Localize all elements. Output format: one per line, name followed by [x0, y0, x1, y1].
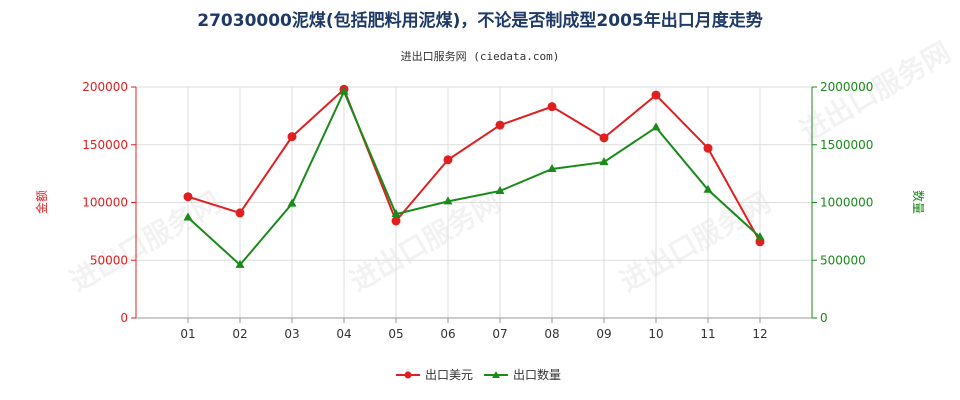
series-layer [183, 84, 765, 268]
x-tick-label: 01 [180, 327, 195, 341]
data-point-quantity[interactable] [287, 198, 297, 207]
data-point-quantity[interactable] [755, 232, 765, 241]
legend-marker-usd [404, 371, 412, 379]
x-tick-label: 08 [544, 327, 559, 341]
legend-label-usd: 出口美元 [425, 368, 473, 382]
x-tick-label: 12 [752, 327, 767, 341]
legend-label-quantity: 出口数量 [513, 367, 561, 382]
data-point-quantity[interactable] [599, 157, 609, 166]
data-point-usd[interactable] [495, 120, 505, 130]
data-point-usd[interactable] [547, 102, 557, 112]
x-tick-label: 10 [648, 327, 663, 341]
y-left-tick-label: 100000 [82, 196, 128, 210]
y-right-tick-label: 0 [820, 311, 828, 325]
y-right-tick-label: 1000000 [820, 196, 873, 210]
y-right-tick-label: 500000 [820, 253, 866, 267]
y-left-tick-label: 0 [120, 311, 128, 325]
legend-item-quantity[interactable]: 出口数量 [484, 367, 561, 382]
series-line-quantity [187, 89, 761, 267]
x-tick-label: 04 [336, 327, 351, 341]
y-left-tick-label: 50000 [90, 253, 128, 267]
y-left-tick-label: 200000 [82, 80, 128, 94]
axis-ticks: 0500001000001500002000000500000100000015… [82, 80, 873, 341]
data-point-usd[interactable] [443, 155, 453, 165]
chart-subtitle: 进出口服务网 (ciedata.com) [401, 49, 560, 63]
x-tick-label: 07 [492, 327, 507, 341]
data-point-usd[interactable] [183, 192, 193, 202]
y-right-axis-title: 数量 [911, 190, 926, 214]
chart-title: 27030000泥煤(包括肥料用泥煤)，不论是否制成型2005年出口月度走势 [197, 10, 762, 31]
x-tick-label: 02 [232, 327, 247, 341]
series-line-usd [187, 87, 761, 243]
data-point-usd[interactable] [651, 90, 661, 100]
x-tick-label: 03 [284, 327, 299, 341]
data-point-usd[interactable] [599, 133, 609, 143]
data-point-usd[interactable] [235, 208, 245, 218]
data-point-quantity[interactable] [495, 185, 505, 194]
watermark-text: 进出口服务网 [794, 35, 956, 148]
data-point-quantity[interactable] [339, 86, 349, 95]
data-point-quantity[interactable] [183, 212, 193, 221]
legend-item-usd[interactable]: 出口美元 [396, 368, 473, 382]
x-tick-label: 09 [596, 327, 611, 341]
data-point-quantity[interactable] [651, 122, 661, 131]
y-left-axis-title: 金额 [34, 190, 49, 214]
data-point-usd[interactable] [703, 143, 713, 153]
x-tick-label: 05 [388, 327, 403, 341]
y-right-tick-label: 1500000 [820, 138, 873, 152]
data-point-quantity[interactable] [443, 196, 453, 205]
x-tick-label: 06 [440, 327, 455, 341]
legend-marker-quantity [492, 371, 500, 378]
data-point-quantity[interactable] [235, 259, 245, 268]
y-left-tick-label: 150000 [82, 138, 128, 152]
x-tick-label: 11 [700, 327, 715, 341]
data-point-usd[interactable] [391, 216, 401, 226]
data-point-quantity[interactable] [703, 184, 713, 193]
y-right-tick-label: 2000000 [820, 80, 873, 94]
grid [135, 86, 812, 319]
legend: 出口美元 出口数量 [396, 367, 561, 382]
data-point-usd[interactable] [287, 132, 297, 142]
data-point-quantity[interactable] [547, 164, 557, 173]
data-point-quantity[interactable] [391, 209, 401, 218]
